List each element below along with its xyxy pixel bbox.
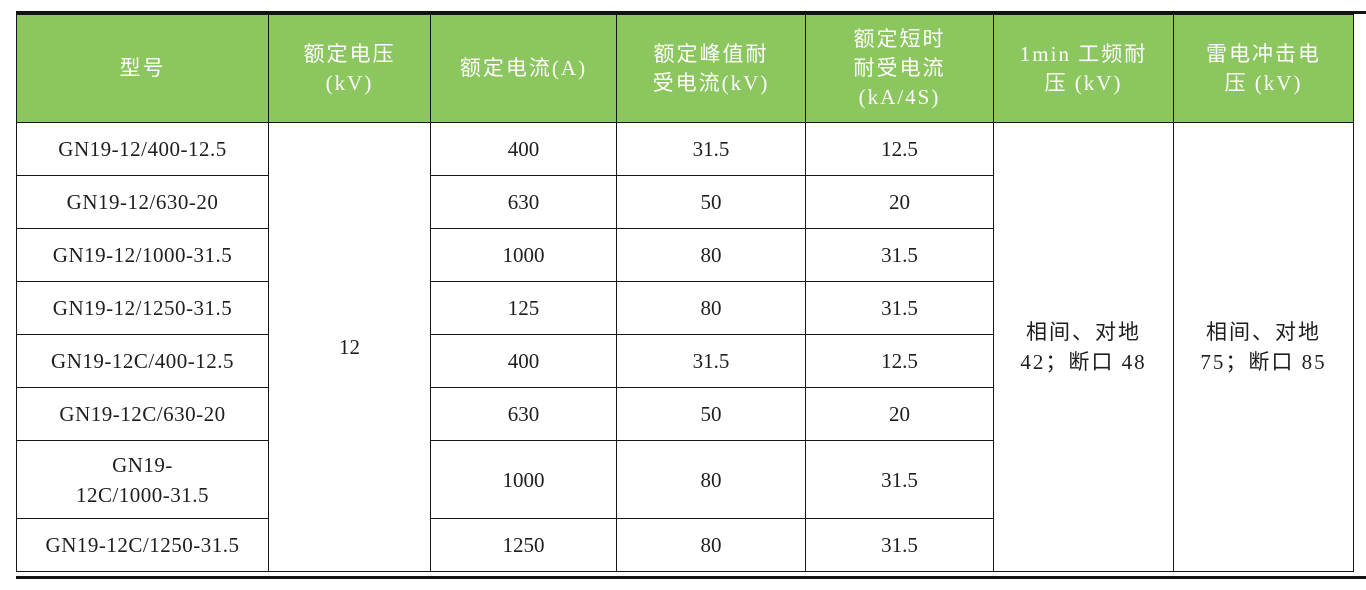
cell-rated-current: 125: [430, 281, 617, 335]
table-row: GN19-12C/630-20 630 50 20: [16, 387, 1354, 441]
cell-short-time-withstand: 31.5: [805, 228, 994, 282]
cell-peak-withstand: 50: [616, 175, 806, 229]
table-row: GN19-12C/1250-31.5 1250 80 31.5: [16, 518, 1354, 572]
table-top-rule: [16, 11, 1366, 14]
cell-rated-current: 1000: [430, 440, 617, 519]
cell-model: GN19-12C/1250-31.5: [16, 518, 269, 572]
cell-model: GN19- 12C/1000-31.5: [16, 440, 269, 519]
cell-power-frequency-merged: 相间、对地 42；断口 48: [993, 122, 1174, 572]
table-row: GN19- 12C/1000-31.5 1000 80 31.5: [16, 440, 1354, 519]
header-peak-withstand-current: 额定峰值耐 受电流(kV): [616, 14, 806, 123]
table-row: GN19-12/400-12.5 12 400 31.5 12.5 相间、对地 …: [16, 122, 1354, 572]
cell-peak-withstand: 80: [616, 281, 806, 335]
cell-short-time-withstand: 31.5: [805, 518, 994, 572]
header-model: 型号: [16, 14, 269, 123]
cell-model: GN19-12C/630-20: [16, 387, 269, 441]
cell-peak-withstand: 80: [616, 518, 806, 572]
cell-short-time-withstand: 31.5: [805, 440, 994, 519]
cell-short-time-withstand: 20: [805, 387, 994, 441]
cell-model: GN19-12/630-20: [16, 175, 269, 229]
header-rated-current: 额定电流(A): [430, 14, 617, 123]
cell-model: GN19-12/1250-31.5: [16, 281, 269, 335]
cell-lightning-impulse-merged: 相间、对地 75；断口 85: [1173, 122, 1354, 572]
cell-short-time-withstand: 12.5: [805, 334, 994, 388]
header-power-frequency-withstand: 1min 工频耐 压 (kV): [993, 14, 1174, 123]
cell-short-time-withstand: 31.5: [805, 281, 994, 335]
cell-peak-withstand: 80: [616, 440, 806, 519]
cell-model: GN19-12C/400-12.5: [16, 334, 269, 388]
cell-rated-current: 1250: [430, 518, 617, 572]
cell-model: GN19-12/400-12.5: [16, 122, 269, 176]
cell-rated-current: 400: [430, 122, 617, 176]
table-row: GN19-12/1000-31.5 1000 80 31.5: [16, 228, 1354, 282]
cell-rated-current: 630: [430, 387, 617, 441]
table-row: GN19-12C/400-12.5 400 31.5 12.5: [16, 334, 1354, 388]
switch-spec-table: 型号 额定电压 (kV) 额定电流(A) 额定峰值耐 受电流(kV) 额定短时 …: [16, 14, 1354, 572]
table-bottom-rule: [16, 576, 1366, 579]
cell-rated-current: 630: [430, 175, 617, 229]
header-lightning-impulse: 雷电冲击电 压 (kV): [1173, 14, 1354, 123]
cell-rated-voltage-merged: 12: [268, 122, 431, 572]
cell-rated-current: 400: [430, 334, 617, 388]
table-row: GN19-12/1250-31.5 125 80 31.5: [16, 281, 1354, 335]
cell-short-time-withstand: 12.5: [805, 122, 994, 176]
cell-rated-current: 1000: [430, 228, 617, 282]
cell-peak-withstand: 80: [616, 228, 806, 282]
header-rated-voltage: 额定电压 (kV): [268, 14, 431, 123]
header-row: 型号 额定电压 (kV) 额定电流(A) 额定峰值耐 受电流(kV) 额定短时 …: [16, 14, 1354, 123]
table-row: GN19-12/630-20 630 50 20: [16, 175, 1354, 229]
cell-peak-withstand: 31.5: [616, 334, 806, 388]
cell-peak-withstand: 31.5: [616, 122, 806, 176]
header-short-time-withstand-current: 额定短时 耐受电流 (kA/4S): [805, 14, 994, 123]
cell-peak-withstand: 50: [616, 387, 806, 441]
cell-short-time-withstand: 20: [805, 175, 994, 229]
cell-model: GN19-12/1000-31.5: [16, 228, 269, 282]
